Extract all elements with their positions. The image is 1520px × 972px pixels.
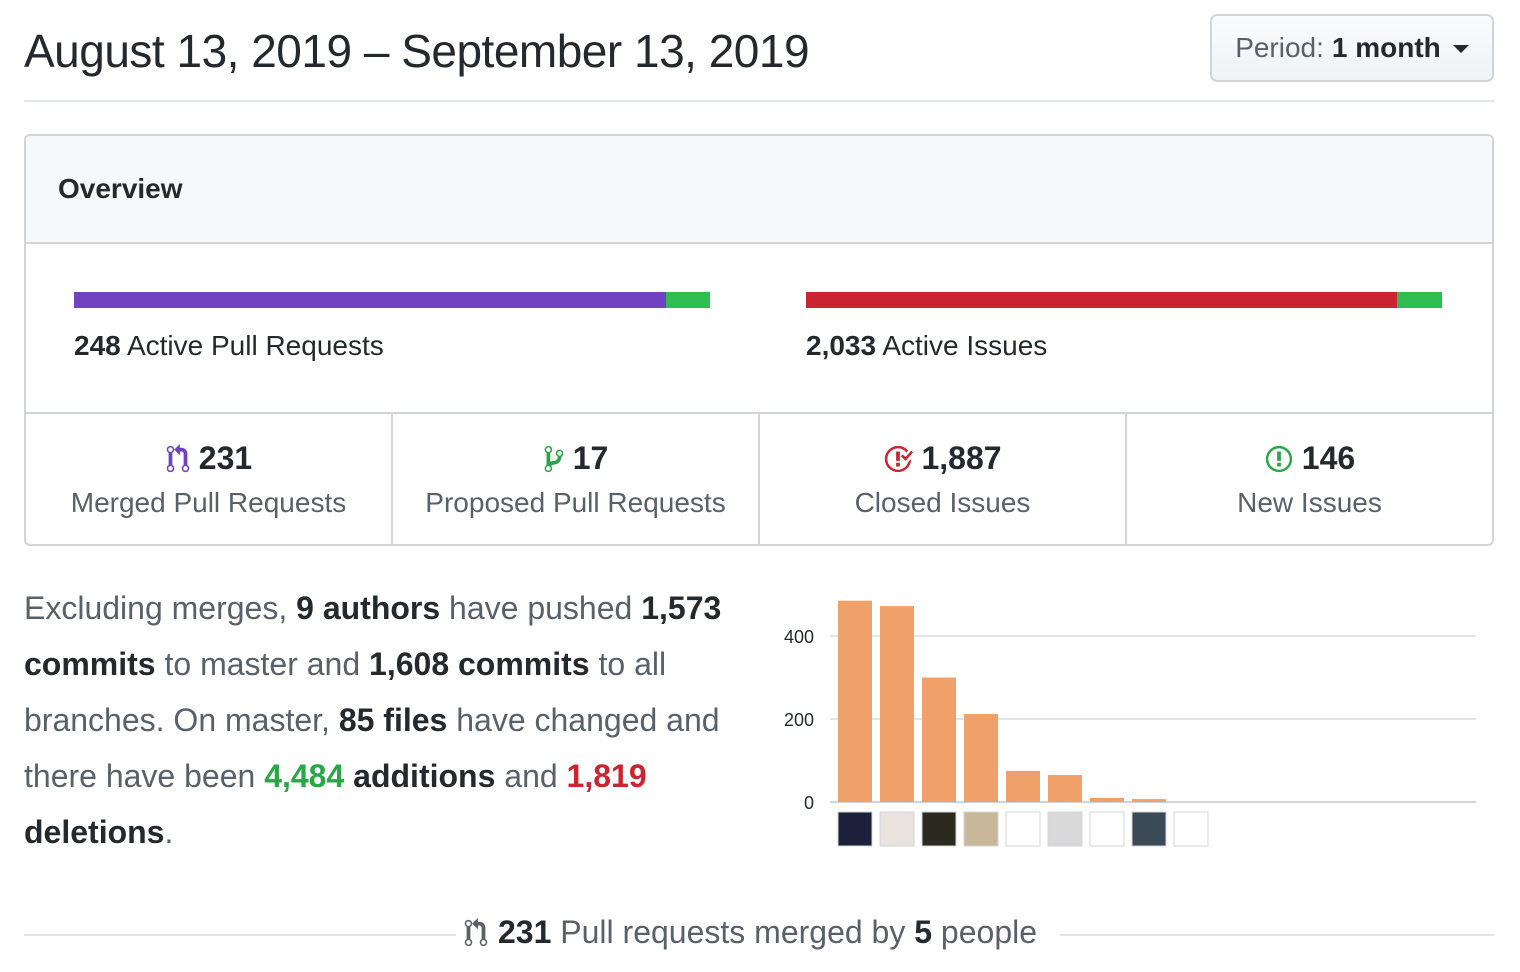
new-issues-count: 146 <box>1301 440 1356 476</box>
stat-closed-issues[interactable]: 1,887 Closed Issues <box>760 414 1127 544</box>
avatar-author-7 <box>1089 811 1125 847</box>
y-tick-label: 200 <box>784 710 814 730</box>
bar-author-8 <box>1132 799 1166 802</box>
avatar-author-8 <box>1131 811 1167 847</box>
proposed-pull-requests-label: Proposed Pull Requests <box>425 487 726 518</box>
overview-box: Overview 248 Active Pull Requests 2,033 … <box>24 134 1494 546</box>
avatar-author-5 <box>1005 811 1041 847</box>
active-pull-requests[interactable]: 248 Active Pull Requests <box>74 292 710 362</box>
bar-author-2 <box>880 606 914 802</box>
date-range-title: August 13, 2019 – September 13, 2019 <box>24 25 810 77</box>
commits-all-count: 1,608 commits <box>369 646 590 682</box>
overview-header: Overview <box>26 136 1492 244</box>
merged-count: 231 <box>498 914 552 950</box>
additions-word: additions <box>353 758 496 794</box>
footer-divider-left <box>24 934 456 936</box>
period-label: Period: <box>1235 32 1324 63</box>
files-changed-count: 85 files <box>338 702 448 738</box>
active-pull-requests-label: 248 Active Pull Requests <box>74 330 384 361</box>
avatar-author-3 <box>921 811 957 847</box>
bar-author-5 <box>1006 770 1040 802</box>
bar-author-4 <box>964 714 998 802</box>
y-tick-label: 400 <box>784 627 814 647</box>
issues-progress-bar <box>806 292 1442 308</box>
new-issues-label: New Issues <box>1237 487 1382 518</box>
commit-summary: Excluding merges, 9 authors have pushed … <box>24 590 722 850</box>
bar-author-7 <box>1090 797 1124 802</box>
issue-opened-icon <box>1265 445 1292 472</box>
footer-divider-right <box>1060 934 1494 936</box>
closed-segment <box>806 292 1398 308</box>
bar-author-6 <box>1048 775 1082 802</box>
merged-pull-requests-label: Merged Pull Requests <box>70 487 347 518</box>
people-count: 5 <box>914 914 933 950</box>
open-segment <box>666 292 710 308</box>
authors-count: 9 authors <box>296 590 441 626</box>
overview-title: Overview <box>58 173 183 204</box>
bar-author-3 <box>922 677 956 802</box>
avatar-author-6 <box>1047 811 1083 847</box>
avatar-author-1 <box>837 811 873 847</box>
bar-author-1 <box>838 600 872 802</box>
commits-by-author-chart: 0 200 400 <box>784 600 1476 847</box>
closed-issues-count: 1,887 <box>921 440 1002 476</box>
merged-pull-requests-count: 231 <box>198 440 253 476</box>
stat-proposed-pull-requests[interactable]: 17 Proposed Pull Requests <box>393 414 760 544</box>
active-issues[interactable]: 2,033 Active Issues <box>806 292 1442 362</box>
closed-issues-label: Closed Issues <box>854 487 1031 518</box>
stat-merged-pull-requests[interactable]: 231 Merged Pull Requests <box>26 414 393 544</box>
avatar-author-2 <box>879 811 915 847</box>
header: August 13, 2019 – September 13, 2019 Per… <box>24 0 1494 102</box>
y-tick-label: 0 <box>804 793 814 813</box>
period-dropdown-button[interactable]: Period: 1 month <box>1210 14 1494 82</box>
caret-down-icon <box>1452 45 1469 53</box>
merged-by-summary: 231 Pull requests merged by 5 people <box>464 914 1037 951</box>
period-value: 1 month <box>1331 32 1441 63</box>
open-segment <box>1397 292 1442 308</box>
deletions-word: deletions <box>24 814 165 850</box>
commits-master-count: 1,573 commits <box>24 590 722 682</box>
active-issues-label: 2,033 Active Issues <box>806 330 1048 361</box>
active-issues-count: 2,033 <box>806 330 877 361</box>
issue-closed-icon <box>885 445 914 472</box>
activity-bars: 248 Active Pull Requests 2,033 Active Is… <box>26 244 1492 414</box>
merged-segment <box>74 292 667 308</box>
active-pull-requests-count: 248 <box>74 330 121 361</box>
avatar-author-9 <box>1173 811 1209 847</box>
stat-new-issues[interactable]: 146 New Issues <box>1127 414 1492 544</box>
proposed-pull-requests-count: 17 <box>572 440 609 476</box>
deletions-count: 1,819 <box>566 758 647 794</box>
pull-request-progress-bar <box>74 292 710 308</box>
git-pull-request-icon <box>544 445 564 472</box>
additions-count: 4,484 <box>264 758 345 794</box>
git-merge-icon <box>166 443 190 472</box>
avatar-author-4 <box>963 811 999 847</box>
stats-row: 231 Merged Pull Requests 17 Proposed Pul… <box>26 414 1492 544</box>
git-merge-icon <box>464 917 488 946</box>
